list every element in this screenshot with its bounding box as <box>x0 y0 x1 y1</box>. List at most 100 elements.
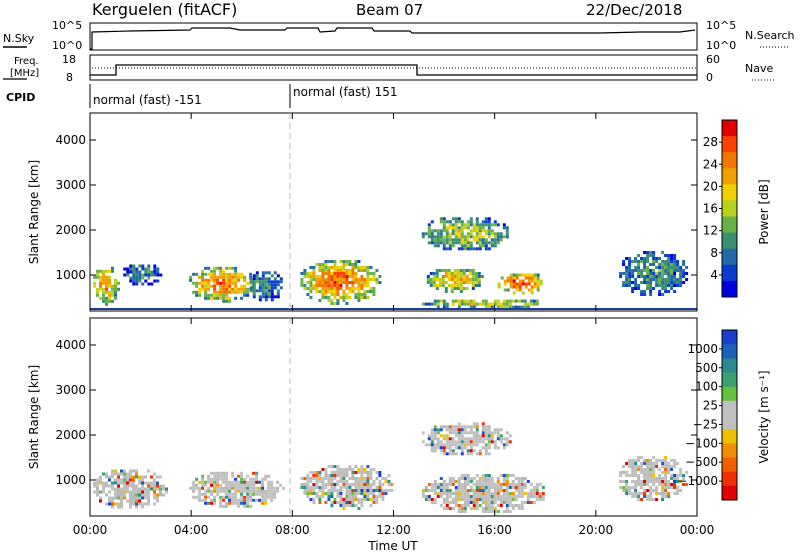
scatter-cell <box>469 452 473 456</box>
scatter-cell <box>469 229 473 233</box>
scatter-cell <box>444 287 448 290</box>
scatter-cell <box>490 434 494 438</box>
scatter-cell <box>261 501 265 505</box>
scatter-cell <box>526 492 530 495</box>
scatter-cell <box>454 504 458 507</box>
scatter-cell <box>312 492 316 495</box>
scatter-cell <box>478 498 482 501</box>
x-tick-label: 08:00 <box>275 523 310 537</box>
scatter-cell <box>147 496 150 500</box>
scatter-cell <box>655 257 659 260</box>
scatter-cell <box>448 238 452 242</box>
scatter-cell <box>132 267 136 271</box>
scatter-cell <box>484 498 488 501</box>
scatter-cell <box>471 281 475 284</box>
scatter-cell <box>339 504 343 507</box>
scatter-cell <box>640 293 644 296</box>
scatter-cell <box>384 480 388 483</box>
scatter-cell <box>649 293 653 296</box>
scatter-cell <box>673 462 677 465</box>
scatter-cell <box>324 492 328 495</box>
scatter-cell <box>487 510 491 513</box>
scatter-cell <box>502 302 506 306</box>
scatter-cell <box>360 480 364 483</box>
scatter-cell <box>336 474 340 477</box>
scatter-cell <box>646 474 650 477</box>
scatter-cell <box>102 287 105 291</box>
scatter-cell <box>484 244 488 248</box>
scatter-cell <box>499 232 503 236</box>
scatter-cell <box>330 486 334 489</box>
scatter-cell <box>469 449 473 453</box>
scatter-cell <box>631 495 635 498</box>
scatter-cell <box>150 270 154 274</box>
scatter-cell <box>649 287 653 290</box>
scatter-cell <box>309 489 313 492</box>
scatter-cell <box>102 278 105 282</box>
scatter-cell <box>661 495 665 498</box>
scatter-cell <box>463 440 467 444</box>
scatter-cell <box>375 269 379 272</box>
scatter-cell <box>369 278 373 281</box>
station-title: Kerguelen (fitACF) <box>92 0 237 19</box>
scatter-cell <box>463 443 467 447</box>
scatter-cell <box>258 480 262 484</box>
scatter-cell <box>153 493 156 497</box>
scatter-cell <box>318 477 322 480</box>
scatter-cell <box>457 510 461 513</box>
scatter-cell <box>460 428 464 432</box>
scatter-cell <box>372 492 376 495</box>
scatter-cell <box>306 287 310 290</box>
colorbar-label: 1000 <box>687 342 718 356</box>
scatter-cell <box>99 269 102 273</box>
scatter-cell <box>381 489 385 492</box>
colorbar-label: 28 <box>703 135 718 149</box>
scatter-cell <box>628 272 632 275</box>
scatter-cell <box>330 471 334 474</box>
scatter-cell <box>439 443 443 447</box>
scatter-cell <box>460 229 464 233</box>
scatter-cell <box>153 267 157 271</box>
scatter-cell <box>487 507 491 510</box>
scatter-cell <box>474 272 478 275</box>
scatter-cell <box>216 483 220 487</box>
scatter-cell <box>454 425 458 429</box>
scatter-cell <box>336 281 340 284</box>
scatter-cell <box>264 280 268 284</box>
scatter-cell <box>99 481 102 485</box>
scatter-cell <box>457 431 461 435</box>
scatter-cell <box>451 425 455 429</box>
scatter-cell <box>451 449 455 453</box>
scatter-cell <box>520 299 524 303</box>
scatter-cell <box>538 483 542 486</box>
scatter-cell <box>661 477 665 480</box>
freq-panel-frame <box>89 54 698 81</box>
scatter-cell <box>351 474 355 477</box>
scatter-cell <box>210 293 214 297</box>
scatter-cell <box>514 489 518 492</box>
scatter-cell <box>505 226 509 230</box>
freq-left-tick-high: 18 <box>62 53 76 66</box>
scatter-cell <box>300 281 304 284</box>
scatter-cell <box>505 302 509 306</box>
scatter-cell <box>318 489 322 492</box>
scatter-cell <box>264 489 268 493</box>
scatter-cell <box>487 504 491 507</box>
colorbar-swatch <box>722 485 737 501</box>
scatter-cell <box>497 282 501 286</box>
scatter-cell <box>493 443 497 447</box>
scatter-cell <box>487 440 491 444</box>
scatter-cell <box>436 428 440 432</box>
scatter-cell <box>354 296 358 299</box>
scatter-cell <box>451 238 455 242</box>
scatter-cell <box>475 483 479 486</box>
scatter-cell <box>138 276 142 280</box>
scatter-cell <box>508 498 512 501</box>
scatter-cell <box>505 492 509 495</box>
scatter-cell <box>673 492 677 495</box>
freq-left-label-1: Freq. <box>14 56 39 67</box>
scatter-cell <box>129 276 133 280</box>
scatter-cell <box>652 257 656 260</box>
scatter-cell <box>517 504 521 507</box>
scatter-cell <box>631 260 635 263</box>
